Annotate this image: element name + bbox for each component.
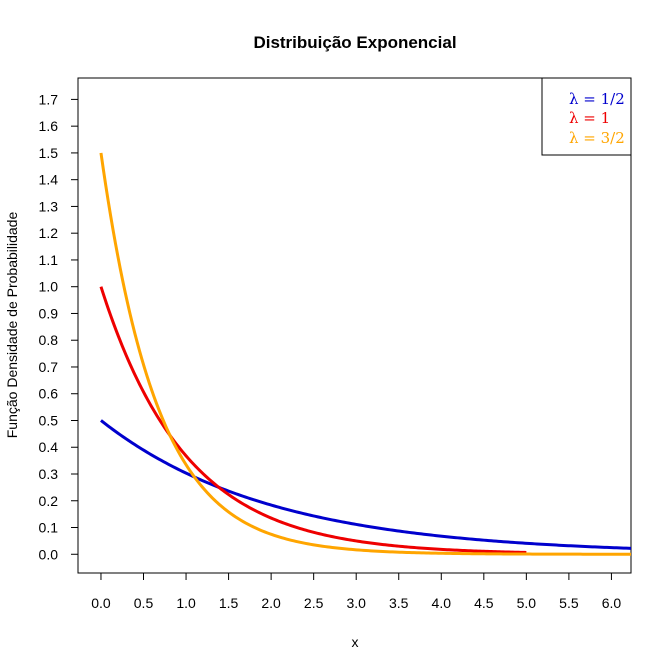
y-tick-label: 0.8 <box>39 332 59 348</box>
y-tick-label: 0.5 <box>39 412 59 428</box>
x-tick-label: 3.5 <box>389 595 409 611</box>
series-layer <box>99 152 632 556</box>
y-tick-label: 1.7 <box>39 91 59 107</box>
x-tick-label: 1.0 <box>176 595 196 611</box>
x-axis: 0.0 0.5 1.0 1.5 2.0 2.5 3.0 3.5 4.0 4.5 5.0 5.5 6.0 <box>91 572 622 611</box>
legend-entry-lambda-half: λ = 1/2 <box>569 90 625 108</box>
y-tick-label: 1.6 <box>39 118 59 134</box>
x-tick-label: 5.5 <box>559 595 579 611</box>
x-tick-label: 5.0 <box>517 595 537 611</box>
legend-box <box>541 77 632 156</box>
y-tick-label: 0.2 <box>39 493 59 509</box>
y-tick-label: 1.0 <box>39 279 59 295</box>
y-tick-label: 1.3 <box>39 198 59 214</box>
series-line-1 <box>100 419 632 550</box>
x-tick-label: 4.5 <box>474 595 494 611</box>
y-tick-label: 0.9 <box>39 305 59 321</box>
x-tick-label: 3.0 <box>346 595 366 611</box>
y-tick-label: 0.1 <box>39 520 59 536</box>
y-tick-label: 0.4 <box>39 439 59 455</box>
legend: λ = 1/2 λ = 1 λ = 3/2 <box>541 77 632 156</box>
chart-title: Distribuição Exponencial <box>253 33 456 52</box>
legend-entry-lambda-one: λ = 1 <box>569 109 610 127</box>
y-tick-label: 0.3 <box>39 466 59 482</box>
y-tick-label: 0.0 <box>39 546 59 562</box>
y-tick-label: 1.2 <box>39 225 59 241</box>
y-tick-label: 1.5 <box>39 145 59 161</box>
x-tick-label: 2.0 <box>261 595 281 611</box>
x-tick-label: 6.0 <box>602 595 622 611</box>
x-axis-label: x <box>352 634 359 650</box>
y-tick-label: 1.1 <box>39 252 59 268</box>
y-tick-label: 0.7 <box>39 359 59 375</box>
x-tick-label: 2.5 <box>304 595 324 611</box>
y-axis: 0.0 0.1 0.2 0.3 0.4 0.5 0.6 0.7 0.8 0.9 1.0 1.1 1.2 1… <box>39 91 79 562</box>
y-axis-label: Função Densidade de Probabilidade <box>4 212 20 439</box>
y-tick-label: 0.6 <box>39 386 59 402</box>
legend-entry-lambda-three-halves: λ = 3/2 <box>569 129 625 147</box>
series-line-3 <box>99 152 632 556</box>
x-tick-label: 0.5 <box>134 595 154 611</box>
x-tick-label: 0.0 <box>91 595 111 611</box>
x-tick-label: 4.0 <box>432 595 452 611</box>
y-tick-label: 1.4 <box>39 172 59 188</box>
x-tick-label: 1.5 <box>219 595 239 611</box>
series-line-2 <box>99 286 527 554</box>
